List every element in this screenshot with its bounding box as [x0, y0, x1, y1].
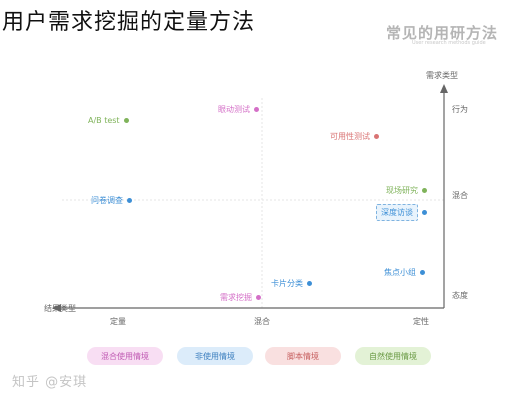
x-tick-mixed: 混合 — [254, 317, 270, 326]
method-in-depth-interview: 深度访谈 — [376, 204, 427, 221]
y-tick-behavior: 行为 — [452, 105, 468, 114]
method-label: 卡片分类 — [271, 279, 303, 288]
method-dot — [420, 270, 425, 275]
method-usability-test: 可用性测试 — [330, 131, 379, 142]
brand-name: 常见的用研方法 — [386, 24, 499, 42]
y-tick-mixed: 混合 — [452, 191, 468, 200]
method-dot — [307, 281, 312, 286]
method-label: 焦点小组 — [384, 268, 416, 277]
method-field-study: 现场研究 — [386, 185, 427, 196]
y-axis-label: 需求类型 — [426, 71, 458, 80]
method-focus-group: 焦点小组 — [384, 267, 425, 278]
x-axis-label: 结果类型 — [44, 304, 76, 313]
x-tick-quantitative: 定量 — [110, 317, 126, 326]
x-tick-qualitative: 定性 — [413, 317, 429, 326]
method-label: 现场研究 — [386, 186, 418, 195]
method-survey: 问卷调查 — [91, 195, 132, 206]
method-requirement-mining: 需求挖掘 — [220, 292, 261, 303]
method-eye-tracking: 眼动测试 — [218, 104, 259, 115]
method-dot — [422, 210, 427, 215]
method-dot — [422, 188, 427, 193]
brand-subtitle: User research methods guide — [412, 40, 486, 46]
legend-scripted-context: 脚本情境 — [265, 347, 341, 365]
method-label: 可用性测试 — [330, 132, 370, 141]
method-label: 眼动测试 — [218, 105, 250, 114]
legend-mixed-context: 混合使用情境 — [87, 347, 163, 365]
method-dot — [123, 118, 129, 123]
method-label-highlight: 深度访谈 — [376, 204, 418, 221]
method-label: 需求挖掘 — [220, 293, 252, 302]
method-dot — [256, 295, 261, 300]
y-axis-arrow — [440, 84, 448, 93]
method-dot — [254, 107, 259, 112]
method-dot — [374, 134, 379, 139]
y-tick-attitude: 态度 — [452, 291, 468, 300]
method-ab-test: A/B test — [88, 116, 129, 125]
method-label: A/B test — [88, 116, 120, 125]
x-axis-arrow — [52, 304, 61, 312]
method-dot — [127, 198, 132, 203]
method-label: 问卷调查 — [91, 196, 123, 205]
method-card-sorting: 卡片分类 — [271, 278, 312, 289]
page-title: 用户需求挖掘的定量方法 — [2, 10, 256, 35]
legend-non-use-context: 非使用情境 — [177, 347, 253, 365]
legend-natural-context: 自然使用情境 — [355, 347, 431, 365]
watermark: 知乎 @安琪 — [12, 375, 88, 390]
